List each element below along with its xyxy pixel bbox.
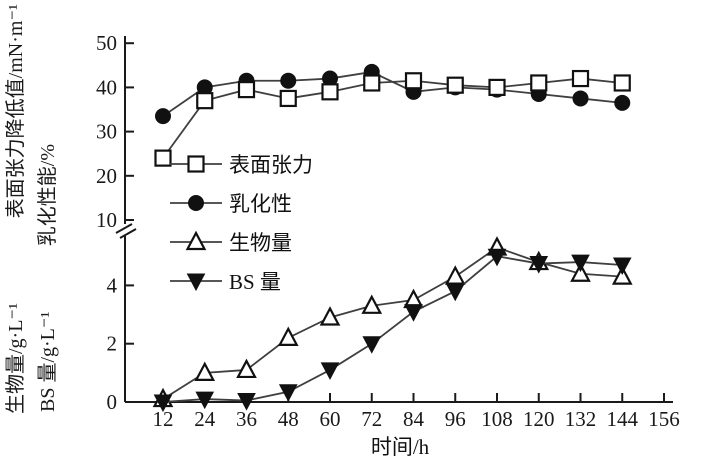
series-surface-tension (154, 69, 631, 167)
y-tick-label: 40 (96, 75, 117, 99)
x-tick-label: 60 (320, 407, 341, 431)
marker-triangle-open (185, 230, 207, 250)
legend-marker-circle-filled-icon (170, 191, 222, 215)
axis-break-icon (115, 223, 133, 234)
marker-square-open (571, 69, 590, 88)
marker-triangle-open (570, 262, 591, 282)
legend-marker-svg-bs-amount (170, 273, 222, 291)
series-bs-amount (153, 248, 632, 413)
y-tick-label: 4 (107, 273, 118, 297)
y-tick-label: 50 (96, 31, 117, 55)
marker-triangle-filled (362, 336, 382, 354)
marker-triangle-filled (186, 273, 206, 291)
marker-circle-filled (614, 94, 631, 111)
marker-triangle-open (319, 306, 341, 326)
marker-square-open (363, 74, 381, 92)
legend-label-biomass: 生物量 (229, 230, 292, 255)
marker-circle-filled (322, 70, 338, 87)
axis-break-gap (121, 224, 129, 236)
legend-marker-svg-biomass (170, 230, 222, 250)
x-tick-label: 132 (565, 407, 597, 431)
marker-triangle-filled (237, 393, 256, 411)
marker-circle-filled (155, 108, 171, 125)
marker-square-open (196, 92, 214, 110)
marker-square-open (488, 78, 506, 97)
x-axis-title: 时间/h (370, 435, 430, 459)
marker-square-open (446, 76, 464, 94)
x-tick-label: 24 (194, 407, 216, 431)
x-tick-label: 36 (236, 407, 257, 431)
marker-triangle-filled (612, 257, 632, 276)
marker-triangle-filled (320, 362, 340, 381)
x-tick-label: 72 (361, 407, 382, 431)
marker-triangle-filled (487, 248, 507, 267)
marker-square-open (321, 83, 339, 101)
x-tick-label: 48 (278, 407, 299, 431)
marker-triangle-open (277, 326, 299, 346)
legend-marker-triangle-open-icon (170, 230, 222, 254)
marker-triangle-filled (278, 384, 298, 402)
marker-circle-filled (188, 194, 204, 211)
x-tick-label: 156 (648, 407, 680, 431)
legend-item-emulsification: 乳化性 (170, 183, 313, 222)
legend: 表面张力 乳化性 生物量 BS 量 (170, 144, 313, 300)
y-tick-label: 10 (96, 208, 117, 232)
y-tick-label: 2 (107, 332, 118, 356)
x-tick-label: 84 (403, 407, 425, 431)
marker-square-open (154, 149, 172, 167)
marker-circle-filled (196, 79, 213, 96)
y-tick-label: 20 (96, 164, 117, 188)
x-tick-label: 96 (445, 407, 466, 431)
marker-triangle-open (236, 358, 257, 379)
x-tick-label: 108 (481, 407, 513, 431)
legend-label-emulsification: 乳化性 (229, 191, 292, 216)
marker-square-open (187, 154, 205, 173)
legend-marker-triangle-filled-icon (170, 269, 222, 293)
legend-item-surface-tension: 表面张力 (170, 144, 313, 183)
marker-square-open (613, 74, 631, 92)
x-tick-label: 144 (607, 407, 639, 431)
x-tick-label: 12 (153, 407, 174, 431)
marker-triangle-filled (195, 391, 215, 410)
marker-triangle-filled (529, 256, 549, 274)
marker-square-open (237, 81, 256, 99)
marker-triangle-filled (571, 254, 590, 273)
series-line-bs-amount (162, 255, 623, 403)
legend-item-biomass: 生物量 (170, 222, 313, 261)
marker-square-open (279, 89, 297, 108)
marker-triangle-open (611, 265, 633, 285)
legend-marker-svg-surface-tension (170, 154, 222, 173)
marker-circle-filled (280, 72, 297, 89)
marker-triangle-open (444, 265, 466, 285)
marker-triangle-filled (445, 283, 465, 302)
legend-marker-svg-emulsification (170, 194, 222, 211)
axis-break-icon (119, 228, 137, 239)
legend-marker-square-open-icon (170, 152, 222, 176)
marker-triangle-filled (404, 304, 423, 322)
marker-circle-filled (572, 90, 589, 107)
legend-item-bs-amount: BS 量 (170, 261, 313, 300)
marker-triangle-filled (153, 394, 173, 413)
marker-square-open (530, 74, 548, 92)
marker-triangle-open (194, 361, 216, 381)
y-tick-label: 0 (107, 390, 118, 414)
legend-label-bs-amount: BS 量 (229, 269, 281, 294)
y-tick-label: 30 (96, 120, 117, 144)
marker-triangle-open (361, 294, 383, 314)
marker-square-open (404, 72, 423, 90)
x-tick-label: 120 (523, 407, 555, 431)
legend-label-surface-tension: 表面张力 (229, 152, 313, 177)
